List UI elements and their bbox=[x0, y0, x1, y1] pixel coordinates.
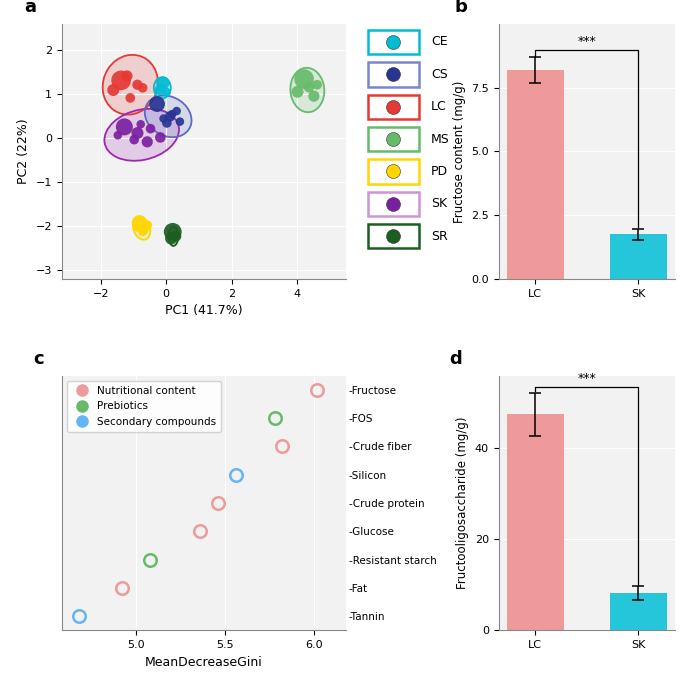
FancyBboxPatch shape bbox=[368, 159, 419, 183]
Point bbox=[129, 134, 140, 145]
Point bbox=[154, 85, 165, 96]
Point bbox=[161, 87, 172, 98]
Ellipse shape bbox=[154, 77, 171, 99]
Point bbox=[116, 75, 127, 86]
Text: d: d bbox=[449, 350, 462, 368]
Y-axis label: Fructose content (mg/g): Fructose content (mg/g) bbox=[453, 81, 466, 223]
Point bbox=[292, 86, 303, 97]
Text: SK: SK bbox=[431, 197, 447, 210]
Y-axis label: Fructooligosaccharide (mg/g): Fructooligosaccharide (mg/g) bbox=[456, 417, 469, 589]
Text: MS: MS bbox=[431, 132, 449, 145]
Point bbox=[119, 121, 130, 132]
Ellipse shape bbox=[104, 109, 179, 161]
Y-axis label: PC2 (22%): PC2 (22%) bbox=[17, 119, 30, 184]
Point bbox=[166, 233, 177, 244]
X-axis label: PC1 (41.7%): PC1 (41.7%) bbox=[165, 304, 242, 317]
Point bbox=[162, 117, 173, 128]
Ellipse shape bbox=[290, 68, 324, 112]
Bar bbox=[610, 234, 667, 279]
Point bbox=[171, 231, 182, 242]
X-axis label: MeanDecreaseGini: MeanDecreaseGini bbox=[145, 656, 262, 669]
Bar bbox=[610, 593, 667, 630]
Point bbox=[121, 70, 132, 81]
FancyBboxPatch shape bbox=[368, 94, 419, 119]
Point bbox=[132, 79, 143, 90]
Point bbox=[112, 130, 123, 141]
FancyBboxPatch shape bbox=[368, 192, 419, 216]
Text: CE: CE bbox=[431, 35, 447, 48]
Point bbox=[155, 82, 166, 93]
Point bbox=[175, 116, 186, 127]
Point bbox=[134, 217, 145, 228]
Ellipse shape bbox=[145, 96, 192, 137]
Bar bbox=[507, 70, 564, 279]
Point bbox=[158, 113, 169, 124]
Legend: Nutritional content, Prebiotics, Secondary compounds: Nutritional content, Prebiotics, Seconda… bbox=[67, 381, 221, 432]
Point bbox=[142, 136, 153, 147]
Text: SR: SR bbox=[431, 229, 447, 243]
Point bbox=[308, 91, 319, 102]
Ellipse shape bbox=[133, 217, 150, 240]
Point bbox=[167, 227, 178, 238]
Text: c: c bbox=[34, 350, 44, 368]
Point bbox=[125, 92, 136, 103]
Point bbox=[138, 224, 149, 235]
Point bbox=[137, 82, 148, 93]
Point bbox=[132, 127, 143, 138]
Text: ***: *** bbox=[577, 372, 596, 385]
Text: CS: CS bbox=[431, 68, 447, 81]
FancyBboxPatch shape bbox=[368, 224, 419, 248]
Point bbox=[164, 111, 175, 122]
Point bbox=[299, 74, 310, 85]
Point bbox=[166, 109, 177, 120]
Ellipse shape bbox=[103, 55, 158, 114]
Text: ***: *** bbox=[577, 34, 596, 48]
Text: b: b bbox=[455, 0, 468, 17]
Point bbox=[108, 85, 119, 96]
Point bbox=[158, 77, 169, 88]
Text: LC: LC bbox=[431, 100, 447, 113]
Text: PD: PD bbox=[431, 165, 448, 178]
Text: a: a bbox=[25, 0, 37, 17]
Point bbox=[171, 105, 182, 116]
Point bbox=[303, 82, 314, 93]
FancyBboxPatch shape bbox=[368, 62, 419, 87]
Point bbox=[145, 123, 156, 134]
Point bbox=[312, 79, 323, 90]
Point bbox=[135, 119, 146, 130]
Bar bbox=[507, 414, 564, 630]
Point bbox=[132, 222, 143, 233]
FancyBboxPatch shape bbox=[368, 30, 419, 54]
Ellipse shape bbox=[169, 227, 178, 246]
Point bbox=[142, 220, 153, 231]
FancyBboxPatch shape bbox=[368, 127, 419, 152]
Point bbox=[151, 99, 162, 110]
Point bbox=[155, 132, 166, 143]
Point bbox=[137, 227, 148, 238]
